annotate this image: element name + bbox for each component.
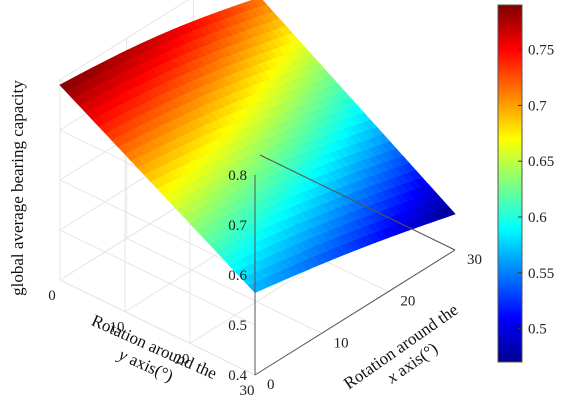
colorbar-tick-label-0: 0.5 <box>528 322 547 338</box>
y-tick-label-0: 0 <box>48 288 56 304</box>
colorbar-gradient-bar <box>497 4 523 363</box>
x-axis-label: Rotation around the x axis(°) <box>340 300 462 393</box>
surface-plot <box>59 0 456 293</box>
surface-cell <box>441 206 456 217</box>
x-tick-label-3: 30 <box>467 252 482 268</box>
colorbar-tick-label-4: 0.7 <box>528 98 547 114</box>
z-axis-label: global average bearing capacity <box>8 80 27 296</box>
y-tick-label-1: 10 <box>110 320 125 336</box>
x-tick-label-0: 0 <box>267 377 275 393</box>
z-tick-label-1: 0.5 <box>228 318 247 334</box>
colorbar-tick-label-2: 0.6 <box>528 210 547 226</box>
x-tick-label-1: 10 <box>334 335 349 351</box>
colorbar-ticks: 0.5 0.55 0.6 0.65 0.7 0.75 <box>518 43 554 338</box>
axes: 0.4 0.5 0.6 0.7 0.8 0 10 20 30 0 10 20 30 <box>48 154 482 399</box>
grid-line-floor-x-1 <box>126 237 322 334</box>
y-axis-line <box>254 249 456 376</box>
colorbar: 0.5 0.55 0.6 0.65 0.7 0.75 <box>497 4 554 363</box>
z-tick-label-3: 0.7 <box>228 218 247 234</box>
colorbar-tick-label-5: 0.75 <box>528 43 554 59</box>
x-axis-line <box>259 154 456 251</box>
z-tick-label-4: 0.8 <box>228 168 247 184</box>
colorbar-tick-label-1: 0.55 <box>528 266 554 282</box>
y-tick-label-3: 30 <box>240 383 255 399</box>
z-tick-label-0: 0.4 <box>228 368 247 384</box>
x-tick-label-2: 20 <box>400 294 415 310</box>
grid-line-floor-x-0 <box>59 279 256 376</box>
z-tick-label-2: 0.6 <box>228 268 247 284</box>
y-tick-label-2: 20 <box>175 351 190 367</box>
colorbar-tick-label-3: 0.65 <box>528 154 554 170</box>
